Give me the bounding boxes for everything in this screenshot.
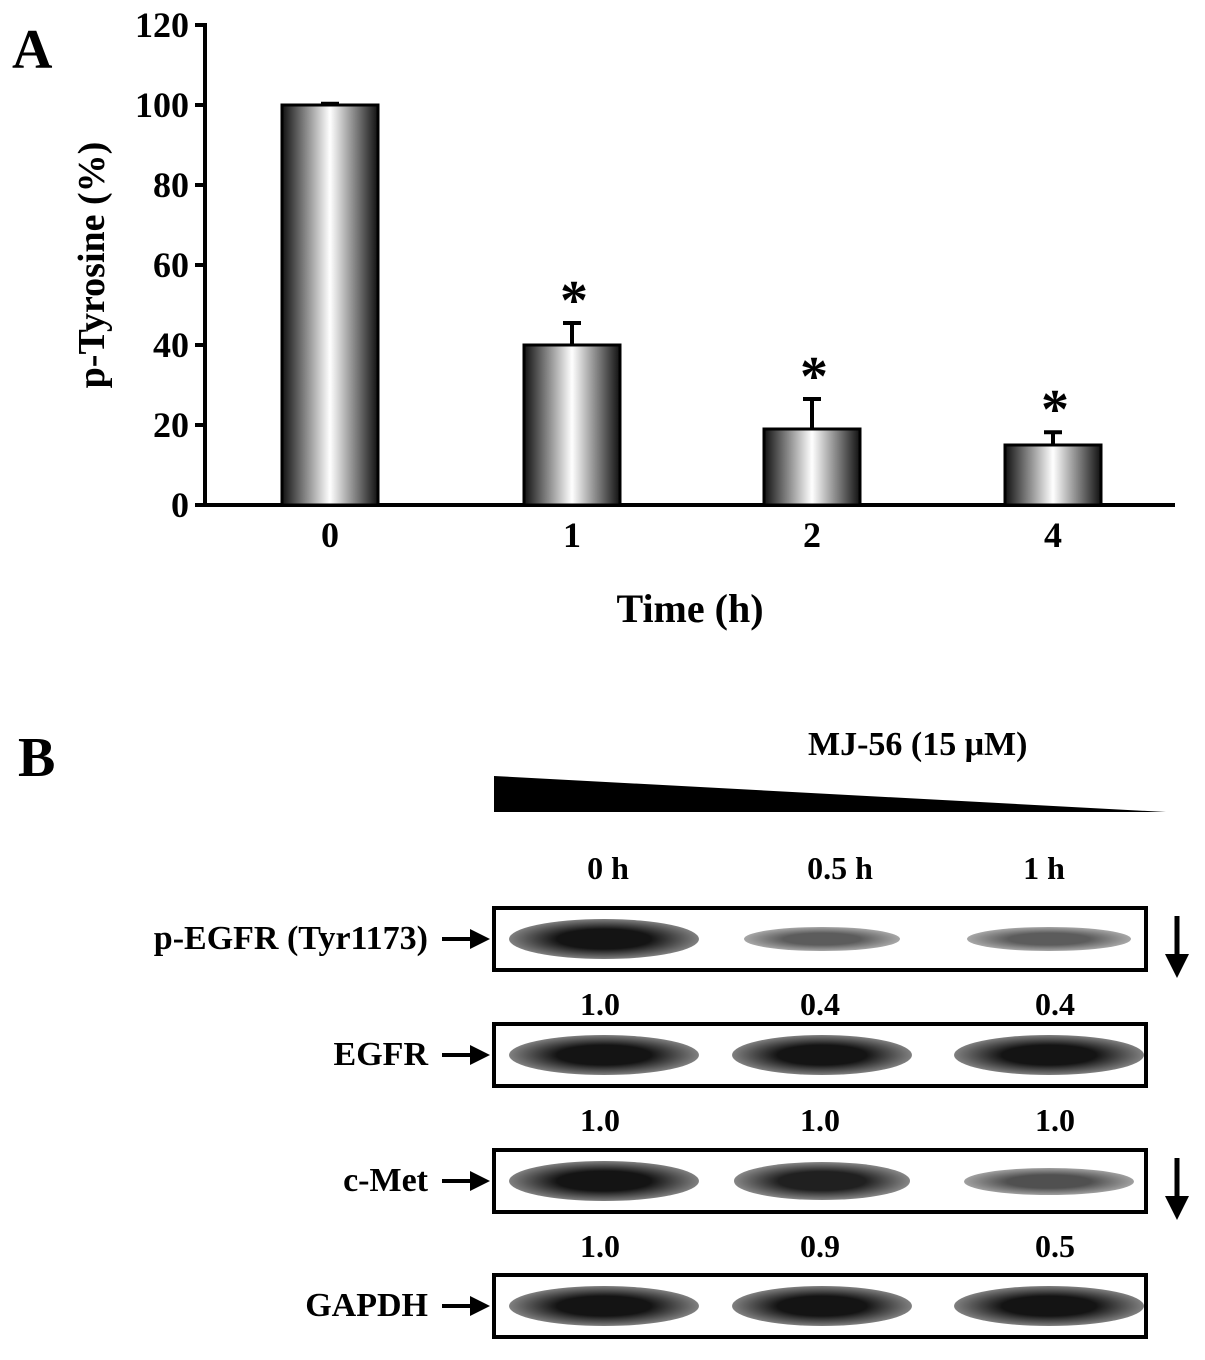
quant-value: 1.0 — [800, 1102, 840, 1138]
panel-a-letter: A — [12, 19, 53, 81]
blot-label-egfr: EGFR — [333, 1036, 428, 1073]
quant-value: 1.0 — [580, 986, 620, 1022]
significance-star: * — [1041, 379, 1069, 441]
lane-label-05h: 0.5 h — [807, 850, 873, 886]
blot-label-c-met: c-Met — [343, 1162, 428, 1199]
y-tick-label: 0 — [171, 485, 189, 525]
blot-gapdh — [492, 1273, 1148, 1339]
blot-p-egfr-tyr1173 — [492, 906, 1148, 972]
band — [509, 919, 699, 959]
quant-value: 0.4 — [1035, 986, 1075, 1022]
band — [732, 1035, 912, 1075]
bar-1 — [522, 343, 622, 507]
lane-label-0h: 0 h — [587, 850, 629, 886]
right-arrow-icon — [442, 1045, 490, 1065]
quant-value: 0.9 — [800, 1228, 840, 1264]
band — [509, 1035, 699, 1075]
down-arrow-icon — [1165, 1158, 1189, 1220]
x-axis-label: Time (h) — [616, 586, 763, 631]
blot-label-gapdh: GAPDH — [305, 1287, 428, 1324]
band — [733, 1162, 910, 1200]
x-tick-label: 1 — [563, 515, 581, 555]
bar-4 — [1003, 443, 1103, 507]
band — [509, 1161, 699, 1201]
significance-star: * — [800, 346, 828, 408]
treatment-label: MJ-56 (15 μM) — [808, 726, 1028, 763]
down-arrow-icon — [1165, 916, 1189, 978]
time-wedge — [494, 776, 1166, 812]
y-tick-label: 40 — [153, 325, 189, 365]
bar-chart: 0 20 40 60 80 100 120 0 1 * 2 * 4 * Time (h) p-Tyrosine… — [71, 5, 1175, 631]
quant-value: 1.0 — [1035, 1102, 1075, 1138]
bar-0 — [280, 103, 380, 507]
right-arrow-icon — [442, 929, 490, 949]
y-tick-label: 120 — [135, 5, 189, 45]
band — [743, 926, 901, 952]
bar-2 — [762, 427, 862, 507]
panel-b-letter: B — [18, 727, 56, 789]
x-tick-label: 4 — [1044, 515, 1062, 555]
band — [509, 1286, 699, 1326]
y-tick-label: 100 — [135, 85, 189, 125]
y-tick-label: 80 — [153, 165, 189, 205]
y-tick-label: 20 — [153, 405, 189, 445]
quant-value: 1.0 — [580, 1102, 620, 1138]
y-tick-label: 60 — [153, 245, 189, 285]
quant-value: 0.4 — [800, 986, 840, 1022]
band — [732, 1286, 912, 1326]
band — [964, 1167, 1134, 1195]
quant-value: 0.5 — [1035, 1228, 1075, 1264]
band — [954, 1035, 1144, 1075]
y-axis-label: p-Tyrosine (%) — [71, 142, 113, 389]
band — [966, 926, 1132, 952]
blot-egfr — [492, 1022, 1148, 1088]
blot-c-met — [492, 1148, 1148, 1214]
band — [954, 1286, 1144, 1326]
x-tick-label: 2 — [803, 515, 821, 555]
blot-label-p-egfr-tyr1173: p-EGFR (Tyr1173) — [153, 920, 428, 957]
right-arrow-icon — [442, 1296, 490, 1316]
quant-value: 1.0 — [580, 1228, 620, 1264]
right-arrow-icon — [442, 1171, 490, 1191]
lane-label-1h: 1 h — [1023, 850, 1065, 886]
significance-star: * — [560, 270, 588, 332]
x-tick-label: 0 — [321, 515, 339, 555]
